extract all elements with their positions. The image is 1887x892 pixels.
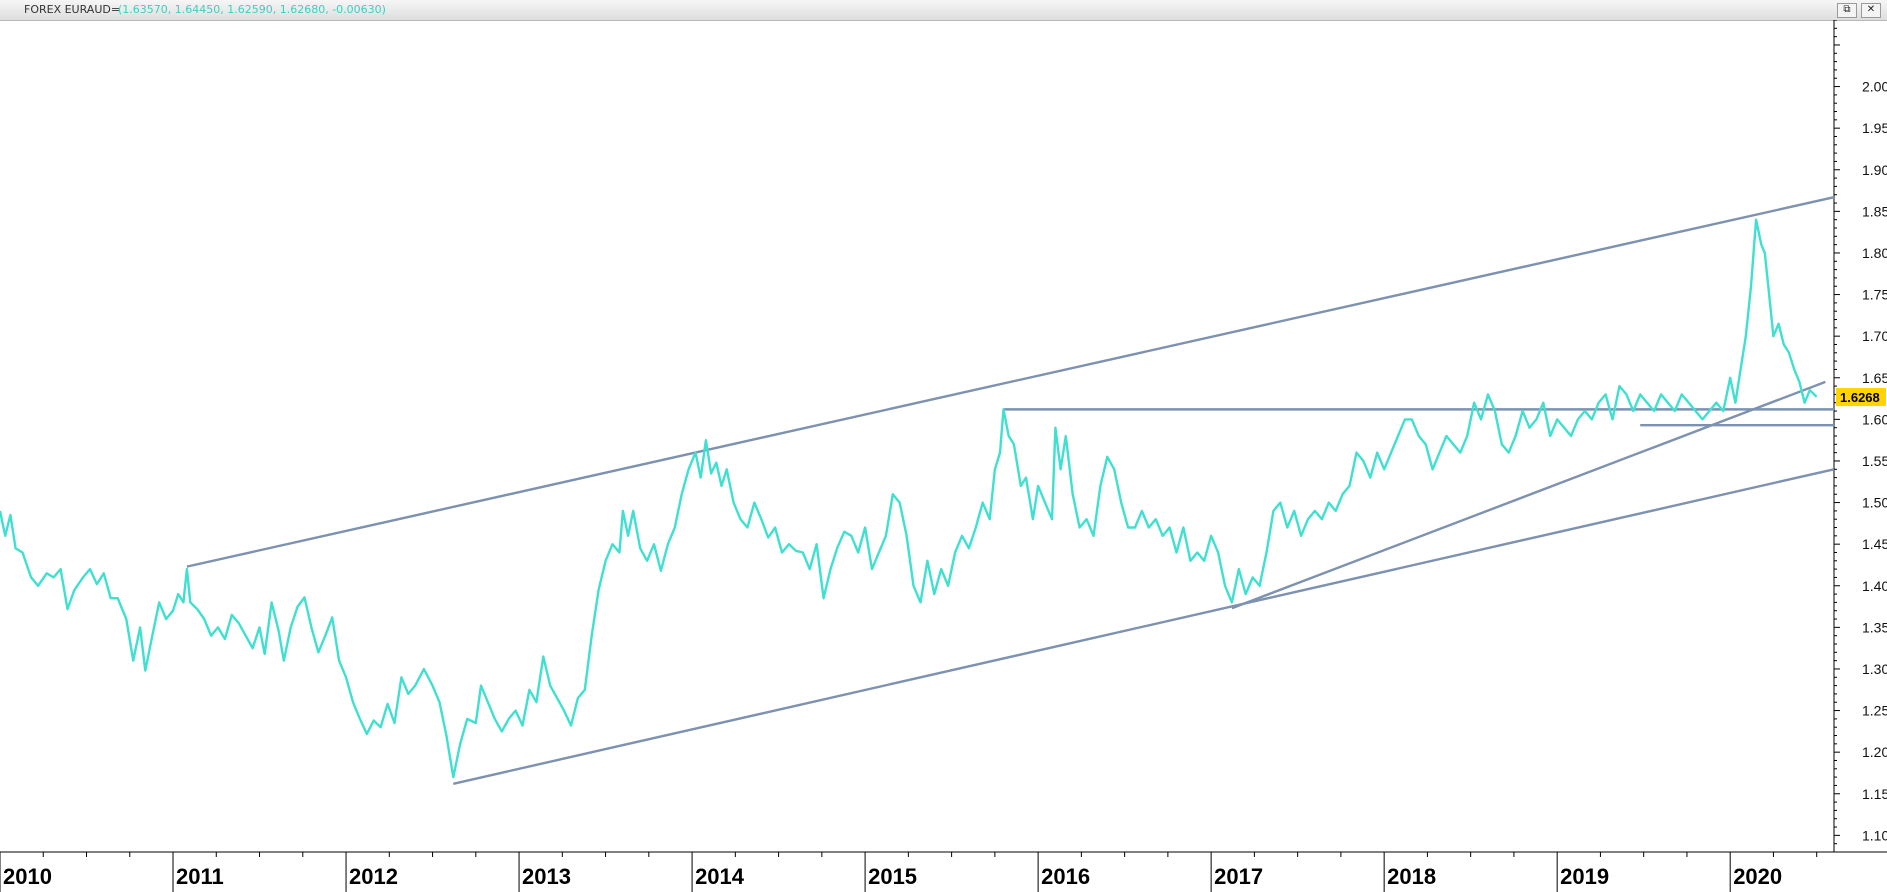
x-tick-label: 2011	[176, 864, 224, 889]
x-tick-label: 2018	[1387, 864, 1436, 889]
y-axis: 1.10 1.15 1.20 1.25 1.30 1.35 1.40 1.45 1.50 1.55…	[1834, 20, 1887, 853]
trendlines	[186, 196, 1835, 785]
x-tick-label: 2016	[1041, 864, 1090, 889]
y-tick-label: 1.45	[1862, 536, 1887, 552]
trendline-1	[453, 468, 1835, 785]
trendline-2	[1231, 380, 1826, 610]
y-tick-label: 1.80	[1862, 245, 1887, 261]
x-tick-label: 2012	[349, 864, 398, 889]
y-tick-label: 1.15	[1862, 786, 1887, 802]
window-titlebar: FOREX EURAUD= (1.63570, 1.64450, 1.62590…	[0, 0, 1887, 21]
x-tick-label: 2010	[3, 864, 52, 889]
close-icon[interactable]: ✕	[1861, 3, 1881, 18]
x-tick-label: 2019	[1560, 864, 1609, 889]
y-tick-label: 1.65	[1862, 370, 1887, 386]
x-tick-label: 2014	[695, 864, 745, 889]
y-tick-label: 1.40	[1862, 578, 1887, 594]
last-price-badge	[1836, 388, 1886, 407]
x-axis: 2010 2011 2012 2013 2014 2015 2016 2017 2018 2019…	[0, 852, 1818, 892]
price-line	[0, 218, 1818, 779]
y-tick-label: 1.20	[1862, 744, 1887, 760]
y-tick-label: 1.10	[1862, 827, 1887, 843]
price-chart: 1.10 1.15 1.20 1.25 1.30 1.35 1.40 1.45 1.50 1.55…	[0, 20, 1887, 892]
restore-icon[interactable]: ⧉	[1837, 3, 1857, 18]
x-tick-label: 2013	[522, 864, 571, 889]
x-tick-label: 2017	[1214, 864, 1263, 889]
y-tick-label: 1.70	[1862, 328, 1887, 344]
last-price-label: 1.6268	[1840, 390, 1880, 405]
quote-values: (1.63570, 1.64450, 1.62590, 1.62680, -0.…	[118, 3, 386, 16]
price-series	[0, 218, 1818, 779]
y-tick-label: 1.30	[1862, 661, 1887, 677]
y-tick-label: 1.75	[1862, 287, 1887, 303]
y-tick-label: 1.95	[1862, 120, 1887, 136]
y-tick-label: 1.25	[1862, 703, 1887, 719]
plot-area	[0, 20, 1887, 853]
y-tick-label: 1.55	[1862, 453, 1887, 469]
y-tick-label: 1.60	[1862, 411, 1887, 427]
x-tick-label: 2015	[868, 864, 917, 889]
symbol-label: FOREX EURAUD=	[24, 3, 121, 16]
last-price-tag: 1.6268	[1836, 388, 1886, 407]
y-tick-label: 1.50	[1862, 495, 1887, 511]
y-tick-label: 1.90	[1862, 162, 1887, 178]
x-tick-label: 2020	[1733, 864, 1782, 889]
y-tick-label: 1.35	[1862, 619, 1887, 635]
trendline-0	[186, 196, 1835, 568]
y-tick-label: 2.00	[1862, 79, 1887, 95]
y-tick-label: 1.85	[1862, 203, 1887, 219]
